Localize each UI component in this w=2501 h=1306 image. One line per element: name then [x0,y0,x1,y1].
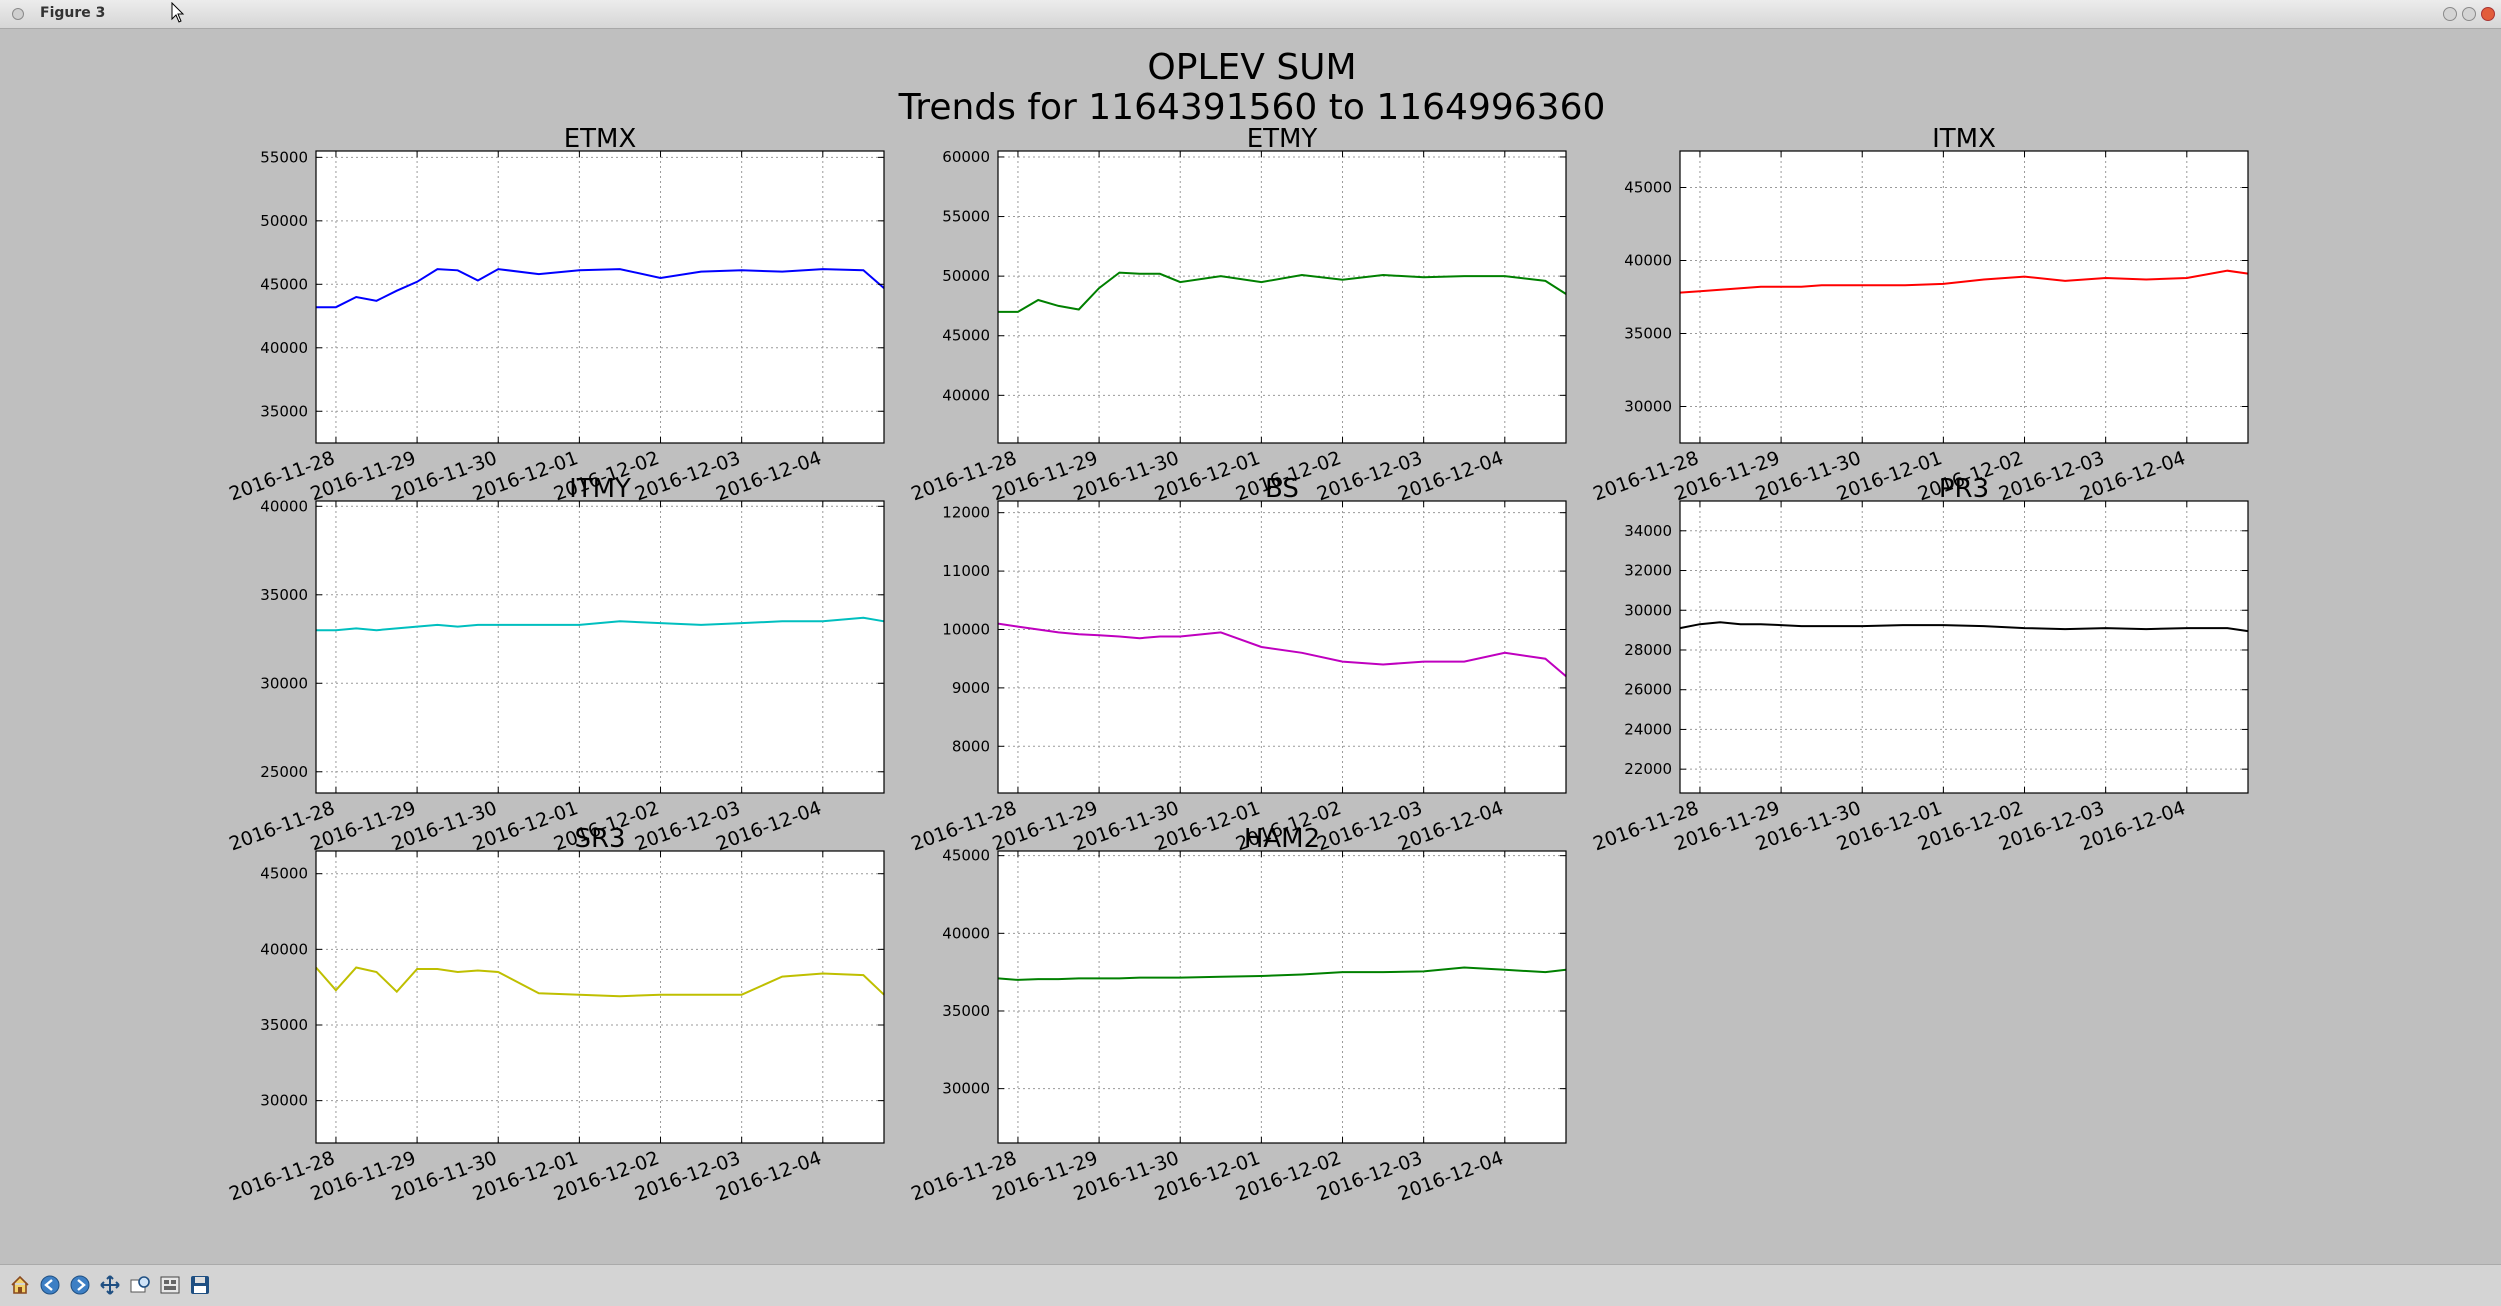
zoom-icon[interactable] [128,1273,152,1297]
subplot-sr3: 300003500040000450002016-11-282016-11-29… [226,824,885,1205]
y-tick-label: 50000 [260,212,308,230]
subplot-itmx: 300003500040000450002016-11-282016-11-29… [1590,124,2249,505]
y-tick-label: 35000 [942,1002,990,1020]
y-tick-label: 40000 [1624,252,1672,270]
series-line-itmy [316,616,885,632]
y-tick-label: 30000 [260,674,308,692]
subplot-itmy: 250003000035000400002016-11-282016-11-29… [226,474,885,855]
y-tick-label: 35000 [260,586,308,604]
y-tick-label: 40000 [260,339,308,357]
subplot-etmx: 35000400004500050000550002016-11-282016-… [226,124,885,505]
y-tick-label: 45000 [1624,179,1672,197]
y-tick-label: 11000 [942,562,990,580]
y-tick-label: 40000 [942,386,990,404]
mouse-cursor-icon [171,2,185,23]
y-tick-label: 22000 [1624,760,1672,778]
forward-icon[interactable] [68,1273,92,1297]
back-icon[interactable] [38,1273,62,1297]
subplots-icon[interactable] [158,1273,182,1297]
home-icon[interactable] [8,1273,32,1297]
y-tick-label: 35000 [1624,325,1672,343]
y-tick-label: 28000 [1624,641,1672,659]
y-tick-label: 40000 [260,497,308,515]
subplot-ham2: 300003500040000450002016-11-282016-11-29… [908,824,1567,1205]
series-line-etmx [316,268,885,309]
y-tick-label: 30000 [1624,601,1672,619]
subplot-grid: 35000400004500050000550002016-11-282016-… [226,124,2249,1205]
axes-frame [997,850,1567,1144]
y-tick-label: 9000 [952,679,990,697]
y-tick-label: 40000 [260,940,308,958]
plot-area [1680,501,2248,793]
axes-frame [997,150,1567,444]
figure-title-line2: Trends for 1164391560 to 1164996360 [898,87,1606,128]
y-tick-label: 12000 [942,504,990,522]
plot-area [316,501,884,793]
subplot-title: BS [1265,474,1299,504]
series-line-pr3 [1679,621,2249,633]
subplot-bs: 800090001000011000120002016-11-282016-11… [908,474,1567,855]
minimize-button[interactable] [2443,7,2457,21]
subplot-etmy: 40000450005000055000600002016-11-282016-… [908,124,1567,505]
y-tick-label: 24000 [1624,720,1672,738]
plot-area [998,501,1566,793]
subplot-title: ETMX [564,124,637,154]
maximize-button[interactable] [2462,7,2476,21]
series-line-sr3 [315,966,885,998]
y-tick-label: 45000 [260,275,308,293]
window-title: Figure 3 [40,5,106,21]
pan-icon[interactable] [98,1273,122,1297]
y-tick-label: 25000 [260,763,308,781]
y-tick-label: 8000 [952,737,990,755]
y-tick-label: 34000 [1624,522,1672,540]
plot-area [316,851,884,1143]
close-button[interactable] [2481,7,2495,21]
y-tick-label: 30000 [1624,398,1672,416]
plot-area [998,851,1566,1143]
subplot-title: SR3 [574,824,625,854]
y-tick-label: 32000 [1624,562,1672,580]
series-line-bs [997,622,1567,677]
y-tick-label: 55000 [942,208,990,226]
y-tick-label: 35000 [260,1016,308,1034]
subplot-title: ETMY [1247,124,1318,154]
axes-frame [315,850,885,1144]
y-tick-label: 26000 [1624,681,1672,699]
figure-canvas[interactable]: OPLEV SUM Trends for 1164391560 to 11649… [8,29,2493,1261]
subplot-title: ITMX [1932,124,1996,154]
subplot-pr3: 220002400026000280003000032000340002016-… [1590,474,2249,855]
save-icon[interactable] [188,1273,212,1297]
y-tick-label: 30000 [260,1092,308,1110]
y-tick-label: 50000 [942,267,990,285]
plot-area [998,151,1566,443]
y-tick-label: 30000 [942,1080,990,1098]
subplot-title: ITMY [569,474,631,504]
y-tick-label: 10000 [942,620,990,638]
plot-area [316,151,884,443]
navigation-toolbar [0,1264,2501,1306]
series-line-ham2 [997,966,1567,981]
y-tick-label: 40000 [942,924,990,942]
axes-frame [1679,500,2249,794]
y-tick-label: 35000 [260,402,308,420]
window-titlebar: Figure 3 [0,0,2501,29]
subplot-title: PR3 [1939,474,1989,504]
series-line-itmx [1679,269,2249,294]
figure-svg: OPLEV SUM Trends for 1164391560 to 11649… [226,47,2249,1205]
series-line-etmy [998,271,1567,313]
axes-frame [997,500,1567,794]
axes-frame [315,500,885,794]
y-tick-label: 55000 [260,148,308,166]
window-menu-icon[interactable] [12,8,24,20]
y-tick-label: 45000 [942,327,990,345]
plot-area [1680,151,2248,443]
y-tick-label: 45000 [260,865,308,883]
axes-frame [1679,150,2249,444]
y-tick-label: 60000 [942,148,990,166]
axes-frame [315,150,885,444]
y-tick-label: 45000 [942,847,990,865]
subplot-title: HAM2 [1244,824,1320,854]
figure-title-line1: OPLEV SUM [1147,47,1356,88]
